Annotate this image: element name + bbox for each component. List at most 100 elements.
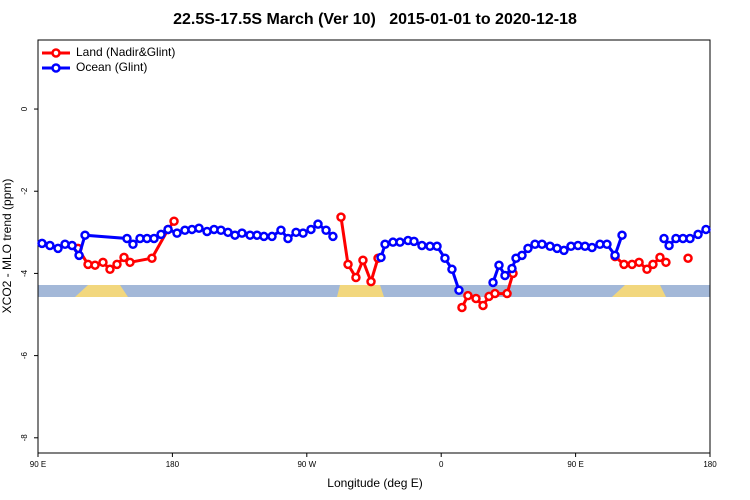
data-point (259, 231, 269, 242)
data-point (376, 252, 386, 263)
data-point (454, 285, 464, 296)
legend-marker (51, 48, 61, 58)
data-point (343, 259, 353, 270)
data-point (417, 240, 427, 251)
data-point (125, 257, 135, 268)
data-point (471, 293, 481, 304)
data-point (122, 233, 132, 244)
data-point (502, 288, 512, 299)
data-point (500, 270, 510, 281)
data-point (105, 264, 115, 275)
y-tick-label: -8 (20, 434, 29, 442)
data-point (163, 224, 173, 235)
y-tick-label: -6 (20, 352, 29, 360)
data-point (683, 253, 693, 263)
data-point (37, 238, 47, 249)
land-shape (612, 285, 666, 297)
data-point (169, 216, 179, 226)
legend-marker (51, 63, 61, 73)
data-point (701, 224, 711, 235)
data-point (523, 243, 533, 254)
data-point (128, 239, 138, 249)
data-point (693, 229, 703, 240)
data-point (494, 260, 504, 270)
data-point (119, 252, 129, 263)
data-point (537, 239, 547, 249)
data-point (276, 225, 286, 236)
land-shape (75, 285, 128, 297)
data-point (490, 288, 500, 299)
chart-title: 22.5S-17.5S March (Ver 10) 2015-01-01 to… (173, 11, 577, 28)
data-point (507, 263, 517, 274)
data-point (112, 259, 122, 270)
data-point (366, 276, 376, 287)
y-tick-label: -4 (20, 269, 29, 277)
data-point (395, 237, 405, 247)
x-tick-label: 0 (439, 460, 444, 469)
data-point (457, 302, 467, 313)
land-shape (337, 285, 384, 297)
data-point (194, 223, 204, 233)
data-point (685, 233, 695, 244)
data-point (517, 250, 527, 261)
x-axis-label: Longitude (deg E) (327, 476, 422, 490)
data-point (45, 240, 55, 251)
data-point (432, 241, 442, 252)
data-point (237, 228, 247, 238)
data-point (67, 240, 77, 251)
data-point (380, 239, 390, 249)
data-point (306, 224, 316, 235)
x-tick-label: 90 E (567, 460, 583, 469)
data-point (661, 257, 671, 268)
data-point (358, 255, 368, 266)
data-point (267, 231, 277, 242)
data-point (321, 225, 331, 236)
data-point (602, 239, 612, 249)
land-band (38, 285, 710, 297)
y-tick-label: -2 (20, 187, 29, 195)
legend-label: Land (Nadir&Glint) (76, 45, 175, 59)
data-point (313, 219, 323, 229)
y-axis-label: XCO2 - MLO trend (ppm) (0, 179, 14, 314)
data-point (634, 257, 644, 268)
data-point (90, 260, 100, 270)
data-point (74, 250, 84, 261)
x-tick-label: 90 E (30, 460, 46, 469)
data-point (53, 243, 63, 254)
data-point (147, 253, 157, 263)
data-point (610, 250, 620, 261)
data-point (478, 300, 488, 311)
data-point (298, 228, 308, 238)
data-point (659, 233, 669, 244)
data-point (98, 257, 108, 268)
data-point (617, 230, 627, 240)
data-point (440, 253, 450, 263)
data-point (351, 272, 361, 283)
data-point (172, 228, 182, 238)
y-tick-label: 0 (20, 106, 29, 111)
data-point (587, 242, 597, 253)
data-point (283, 233, 293, 244)
data-point (447, 264, 457, 275)
data-point (149, 233, 159, 244)
legend-label: Ocean (Glint) (76, 60, 147, 74)
data-point (80, 230, 90, 240)
data-point (409, 236, 419, 247)
data-point (559, 245, 569, 256)
data-point (619, 259, 629, 270)
data-point (336, 212, 346, 222)
plot-frame (37, 39, 711, 454)
data-point (664, 240, 674, 251)
x-tick-label: 180 (166, 460, 180, 469)
data-point (328, 231, 338, 242)
data-point (642, 264, 652, 275)
data-point (463, 290, 473, 301)
data-point (488, 277, 498, 288)
data-point (655, 252, 665, 263)
x-tick-label: 180 (703, 460, 717, 469)
data-point (648, 259, 658, 270)
x-tick-label: 90 W (297, 460, 316, 469)
data-point (156, 229, 166, 240)
